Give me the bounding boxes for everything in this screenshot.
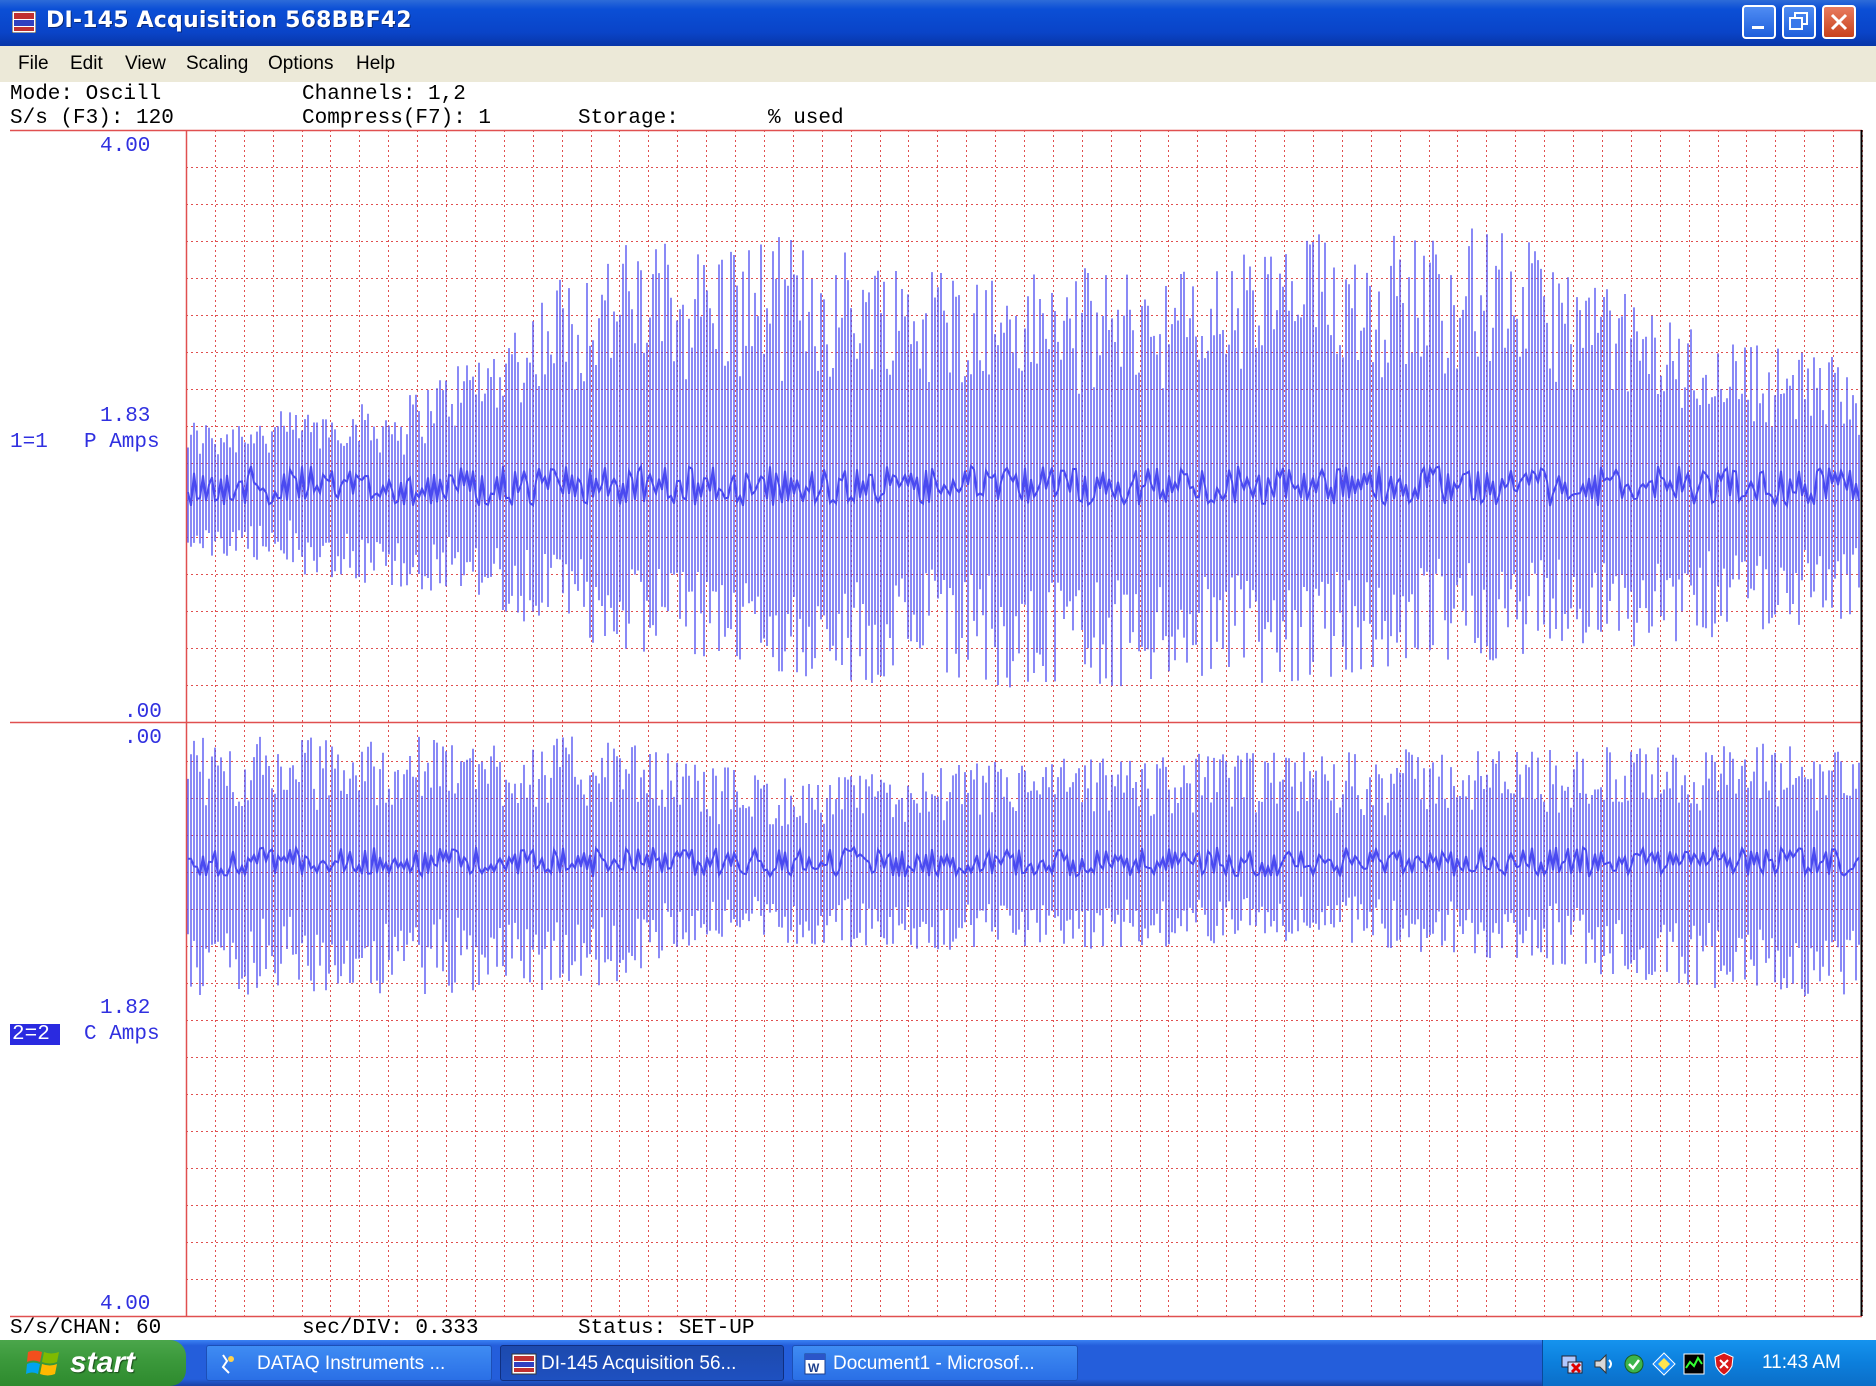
minimize-button[interactable] bbox=[1742, 5, 1776, 39]
oscilloscope-app-icon bbox=[12, 11, 36, 33]
ch1-channel-label[interactable]: 1=1 bbox=[10, 431, 48, 454]
taskbar: start DATAQ Instruments ... DI-145 Acqui… bbox=[0, 1340, 1876, 1386]
ch1-mid-value: 1.83 bbox=[100, 405, 151, 428]
samples-per-channel-readout: S/s/CHAN: 60 bbox=[10, 1317, 162, 1340]
ch1-top-value: 4.00 bbox=[100, 135, 151, 158]
compress-readout: Compress(F7): 1 bbox=[302, 107, 492, 130]
update-icon[interactable] bbox=[1622, 1352, 1646, 1376]
minimize-icon bbox=[1752, 26, 1764, 29]
close-icon bbox=[1830, 13, 1848, 31]
window-title: DI-145 Acquisition 568BBF42 bbox=[46, 8, 412, 33]
signal-traces bbox=[187, 228, 1860, 996]
menu-help[interactable]: Help bbox=[356, 53, 396, 74]
sec-per-div-readout: sec/DIV: 0.333 bbox=[302, 1317, 479, 1340]
channels-readout: Channels: 1,2 bbox=[302, 83, 466, 106]
mode-readout: Mode: Oscill bbox=[10, 83, 162, 106]
start-button[interactable]: start bbox=[0, 1340, 186, 1386]
taskbar-item-label: DATAQ Instruments ... bbox=[257, 1353, 446, 1374]
channel2-trace-centerline bbox=[188, 843, 1860, 880]
menu-file[interactable]: File bbox=[18, 53, 49, 74]
taskbar-item-label: DI-145 Acquisition 56... bbox=[541, 1353, 737, 1374]
taskbar-item-dataq[interactable]: DATAQ Instruments ... bbox=[206, 1345, 492, 1381]
taskbar-item-document1[interactable]: W Document1 - Microsof... bbox=[792, 1345, 1078, 1381]
storage-readout: Storage: bbox=[578, 107, 679, 130]
sample-rate-readout: S/s (F3): 120 bbox=[10, 107, 174, 130]
speaker-icon[interactable] bbox=[1592, 1352, 1616, 1376]
storage-used-readout: % used bbox=[768, 107, 844, 130]
channel1-trace-envelope bbox=[187, 228, 1860, 688]
ch2-bottom-value: 4.00 bbox=[100, 1293, 151, 1316]
taskbar-clock: 11:43 AM bbox=[1762, 1352, 1841, 1373]
security-shield-icon[interactable] bbox=[1712, 1352, 1736, 1376]
channel2-trace-envelope bbox=[187, 736, 1860, 996]
windows-logo-icon bbox=[26, 1350, 59, 1376]
taskbar-item-di145[interactable]: DI-145 Acquisition 56... bbox=[500, 1345, 784, 1381]
ch1-bottom-value: .00 bbox=[124, 701, 162, 724]
svg-text:W: W bbox=[808, 1361, 820, 1375]
title-bar[interactable]: DI-145 Acquisition 568BBF42 bbox=[0, 0, 1876, 46]
oscilloscope-display[interactable] bbox=[0, 0, 1876, 1340]
restore-button[interactable] bbox=[1782, 5, 1816, 39]
oscilloscope-app-icon bbox=[511, 1353, 537, 1375]
ch2-top-value: .00 bbox=[124, 727, 162, 750]
ch2-channel-label[interactable]: 2=2 bbox=[10, 1024, 60, 1045]
taskbar-item-label: Document1 - Microsof... bbox=[833, 1353, 1035, 1374]
close-button[interactable] bbox=[1822, 5, 1856, 39]
ch1-unit-label: P Amps bbox=[84, 431, 160, 454]
menu-view[interactable]: View bbox=[125, 53, 166, 74]
plot-grid bbox=[10, 129, 1863, 1318]
dataq-icon bbox=[221, 1354, 234, 1374]
start-label: start bbox=[70, 1346, 136, 1379]
menu-scaling[interactable]: Scaling bbox=[186, 53, 249, 74]
menu-options[interactable]: Options bbox=[268, 53, 334, 74]
word-document-icon: W bbox=[804, 1353, 826, 1375]
channel1-trace-centerline bbox=[187, 462, 1860, 510]
acquisition-status: Status: SET-UP bbox=[578, 1317, 755, 1340]
restore-icon bbox=[1789, 12, 1808, 30]
ch2-unit-label: C Amps bbox=[84, 1023, 160, 1046]
taskmanager-icon[interactable] bbox=[1682, 1352, 1706, 1376]
menu-bar: File Edit View Scaling Options Help bbox=[0, 46, 1876, 82]
menu-edit[interactable]: Edit bbox=[70, 53, 103, 74]
ch2-mid-value: 1.82 bbox=[100, 997, 151, 1020]
network-warning-icon[interactable] bbox=[1560, 1352, 1584, 1376]
display-icon[interactable] bbox=[1652, 1352, 1676, 1376]
